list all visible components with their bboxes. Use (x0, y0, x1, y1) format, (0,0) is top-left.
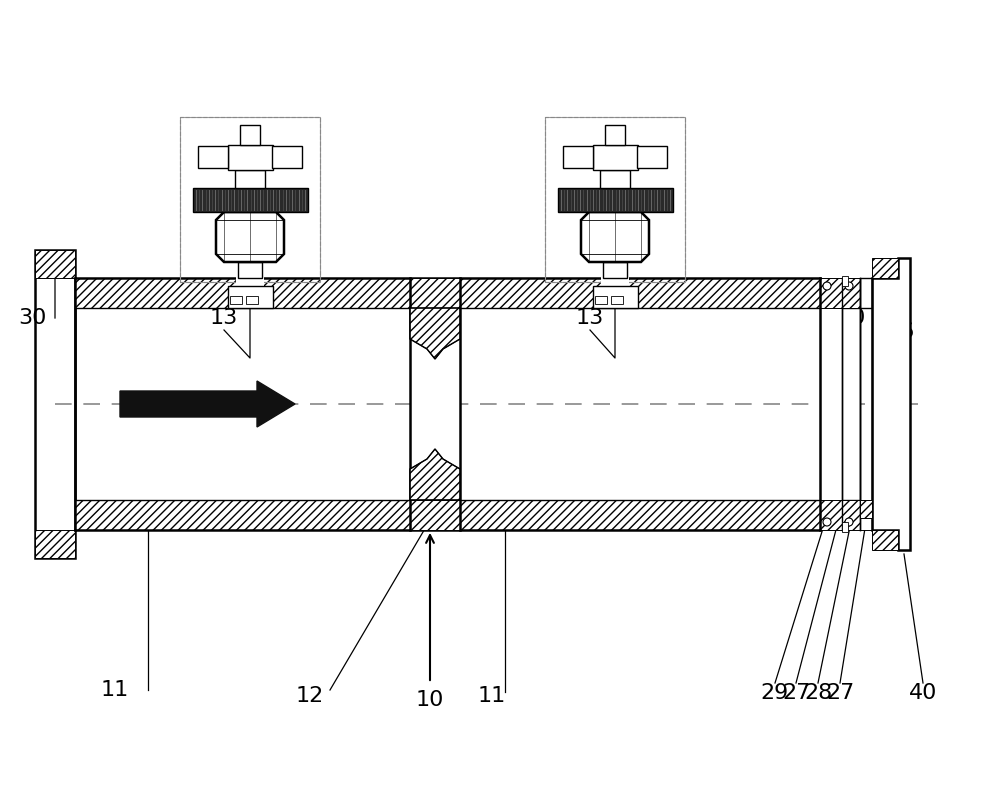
Bar (235, 170, 265, 188)
Text: 28: 28 (804, 683, 832, 703)
Bar (75, 278, 820, 308)
Polygon shape (410, 308, 460, 359)
Circle shape (823, 518, 831, 526)
Circle shape (845, 518, 853, 526)
Bar (198, 146, 228, 168)
Bar (228, 145, 273, 170)
Text: 10: 10 (416, 690, 444, 710)
Bar (842, 308, 860, 500)
Text: 13: 13 (576, 308, 604, 328)
Bar (180, 117, 320, 282)
Bar (75, 500, 820, 530)
Polygon shape (581, 212, 649, 262)
Bar (240, 125, 260, 145)
Bar (820, 278, 842, 308)
Bar (605, 125, 625, 145)
Text: 30: 30 (18, 308, 46, 328)
Text: 27: 27 (826, 683, 854, 703)
Bar (228, 286, 273, 308)
Bar (558, 188, 673, 212)
Circle shape (845, 282, 853, 290)
Bar (842, 500, 860, 530)
Bar (35, 250, 75, 278)
Bar (600, 170, 630, 188)
Bar (236, 273, 264, 308)
Bar (593, 286, 638, 308)
Bar (842, 278, 860, 308)
Text: 29: 29 (761, 683, 789, 703)
Bar (593, 145, 638, 170)
Bar (820, 500, 842, 530)
Text: 12: 12 (296, 686, 324, 706)
Text: 11: 11 (101, 680, 129, 700)
Bar (820, 308, 842, 500)
Bar (75, 278, 820, 530)
Bar (238, 262, 262, 278)
Bar (272, 146, 302, 168)
Text: 13: 13 (210, 308, 238, 328)
Bar (180, 117, 320, 282)
Bar (410, 500, 460, 530)
Bar (860, 500, 872, 530)
Bar (842, 522, 848, 532)
Polygon shape (872, 258, 910, 550)
Text: 26: 26 (886, 322, 914, 342)
Bar (860, 278, 872, 308)
Bar (230, 296, 242, 304)
Bar (860, 500, 872, 518)
Bar (611, 296, 623, 304)
Text: 27: 27 (782, 683, 810, 703)
Bar (35, 530, 75, 558)
Bar (246, 296, 258, 304)
Polygon shape (35, 250, 75, 558)
Text: 11: 11 (478, 686, 506, 706)
Polygon shape (216, 212, 284, 262)
Bar (545, 117, 685, 282)
FancyArrow shape (120, 381, 295, 427)
Bar (193, 188, 308, 212)
Bar (545, 117, 685, 282)
Bar (563, 146, 593, 168)
Bar (603, 262, 627, 278)
Bar (637, 146, 667, 168)
Text: 20: 20 (838, 308, 866, 328)
Text: 40: 40 (909, 683, 937, 703)
Bar (595, 296, 607, 304)
Bar (872, 258, 898, 278)
Bar (410, 278, 460, 530)
Bar (842, 276, 848, 286)
Circle shape (823, 282, 831, 290)
Polygon shape (410, 449, 460, 500)
Bar (410, 278, 460, 308)
Bar (872, 530, 898, 550)
Bar (601, 273, 629, 308)
